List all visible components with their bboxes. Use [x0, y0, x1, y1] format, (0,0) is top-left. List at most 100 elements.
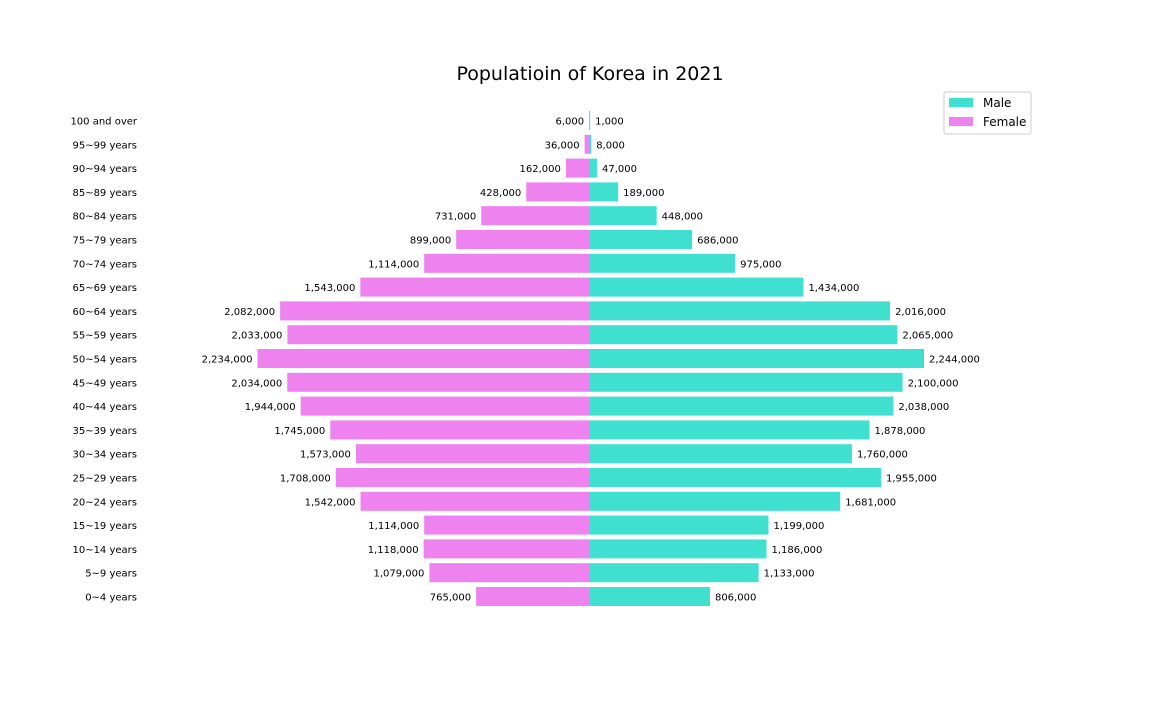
female-bar	[355, 444, 590, 464]
female-bar	[287, 372, 590, 392]
female-value-label: 1,542,000	[305, 497, 356, 508]
male-value-label: 1,199,000	[773, 521, 824, 532]
male-bar	[590, 515, 769, 535]
female-value-label: 1,944,000	[245, 402, 296, 413]
male-bar	[590, 158, 597, 178]
male-bar	[590, 277, 804, 297]
male-value-label: 1,878,000	[875, 426, 926, 437]
male-value-label: 1,760,000	[857, 450, 908, 461]
male-value-label: 1,000	[595, 117, 624, 128]
female-value-label: 1,573,000	[300, 450, 351, 461]
legend-swatch	[949, 117, 973, 126]
category-tick-label: 80~84 years	[72, 212, 137, 223]
male-bar	[590, 206, 657, 226]
male-value-label: 2,100,000	[908, 378, 959, 389]
female-bar	[565, 158, 590, 178]
legend-label: Female	[983, 115, 1026, 129]
female-value-label: 1,543,000	[304, 283, 355, 294]
female-bar	[584, 134, 590, 154]
male-bar	[590, 325, 898, 345]
chart-title: Populatioin of Korea in 2021	[456, 63, 723, 85]
female-value-label: 6,000	[555, 117, 584, 128]
female-value-label: 36,000	[545, 140, 580, 151]
male-bar	[590, 134, 592, 154]
female-bar	[330, 420, 590, 440]
bars-layer	[257, 111, 924, 606]
female-value-label: 1,079,000	[373, 569, 424, 580]
female-value-label: 1,118,000	[368, 545, 419, 556]
female-bar	[257, 349, 590, 368]
category-tick-label: 10~14 years	[72, 545, 137, 556]
female-value-label: 2,034,000	[231, 378, 282, 389]
male-value-label: 806,000	[715, 593, 756, 604]
female-value-label: 1,114,000	[368, 521, 419, 532]
male-value-label: 1,133,000	[764, 569, 815, 580]
female-value-label: 765,000	[430, 593, 471, 604]
category-tick-label: 90~94 years	[72, 164, 137, 175]
category-tick-labels: 0~4 years 5~9 years 10~14 years 15~19 years…	[70, 117, 137, 604]
female-bar	[424, 253, 590, 273]
female-bar	[335, 468, 590, 487]
male-value-label: 47,000	[602, 164, 637, 175]
category-tick-label: 100 and over	[70, 117, 137, 128]
category-tick-label: 70~74 years	[72, 259, 137, 270]
female-bar	[287, 325, 590, 345]
category-tick-label: 40~44 years	[72, 402, 137, 413]
female-bar	[423, 539, 590, 559]
male-bar	[590, 491, 841, 511]
male-value-label: 686,000	[697, 236, 738, 247]
value-labels-layer: 765,000 806,000 1,079,000 1,133,000 1,118,00…	[202, 117, 980, 604]
male-bar	[590, 253, 736, 273]
category-tick-label: 75~79 years	[72, 236, 137, 247]
male-bar	[590, 182, 619, 202]
male-value-label: 1,955,000	[886, 474, 937, 485]
male-value-label: 975,000	[740, 259, 781, 270]
male-bar	[590, 396, 894, 416]
female-bar	[481, 206, 590, 226]
female-bar	[360, 491, 590, 511]
male-bar	[590, 468, 881, 487]
male-bar	[590, 587, 710, 606]
male-bar	[590, 420, 870, 440]
category-tick-label: 0~4 years	[85, 593, 137, 604]
male-value-label: 2,038,000	[898, 402, 949, 413]
female-value-label: 899,000	[410, 236, 451, 247]
category-tick-label: 45~49 years	[72, 378, 137, 389]
female-value-label: 1,745,000	[274, 426, 325, 437]
male-bar	[590, 539, 767, 559]
category-tick-label: 35~39 years	[72, 426, 137, 437]
female-bar	[280, 301, 590, 321]
legend-label: Male	[983, 96, 1011, 110]
category-tick-label: 95~99 years	[72, 140, 137, 151]
male-value-label: 1,186,000	[772, 545, 823, 556]
female-value-label: 2,082,000	[224, 307, 275, 318]
male-value-label: 8,000	[596, 140, 625, 151]
male-value-label: 448,000	[662, 212, 703, 223]
female-value-label: 428,000	[480, 188, 521, 199]
female-value-label: 2,033,000	[231, 331, 282, 342]
male-value-label: 1,434,000	[808, 283, 859, 294]
female-value-label: 731,000	[435, 212, 476, 223]
male-bar	[590, 563, 759, 583]
female-bar	[589, 111, 590, 130]
female-value-label: 2,234,000	[202, 355, 253, 366]
female-value-label: 162,000	[520, 164, 561, 175]
female-bar	[476, 587, 590, 606]
male-value-label: 2,016,000	[895, 307, 946, 318]
male-bar	[590, 301, 891, 321]
female-value-label: 1,708,000	[280, 474, 331, 485]
female-bar	[429, 563, 590, 583]
category-tick-label: 30~34 years	[72, 450, 137, 461]
female-value-label: 1,114,000	[368, 259, 419, 270]
male-value-label: 1,681,000	[845, 497, 896, 508]
category-tick-label: 60~64 years	[72, 307, 137, 318]
category-tick-label: 55~59 years	[72, 331, 137, 342]
category-tick-label: 85~89 years	[72, 188, 137, 199]
category-tick-label: 25~29 years	[72, 474, 137, 485]
category-tick-label: 50~54 years	[72, 355, 137, 366]
female-bar	[456, 230, 590, 249]
female-bar	[424, 515, 590, 535]
category-tick-label: 20~24 years	[72, 497, 137, 508]
